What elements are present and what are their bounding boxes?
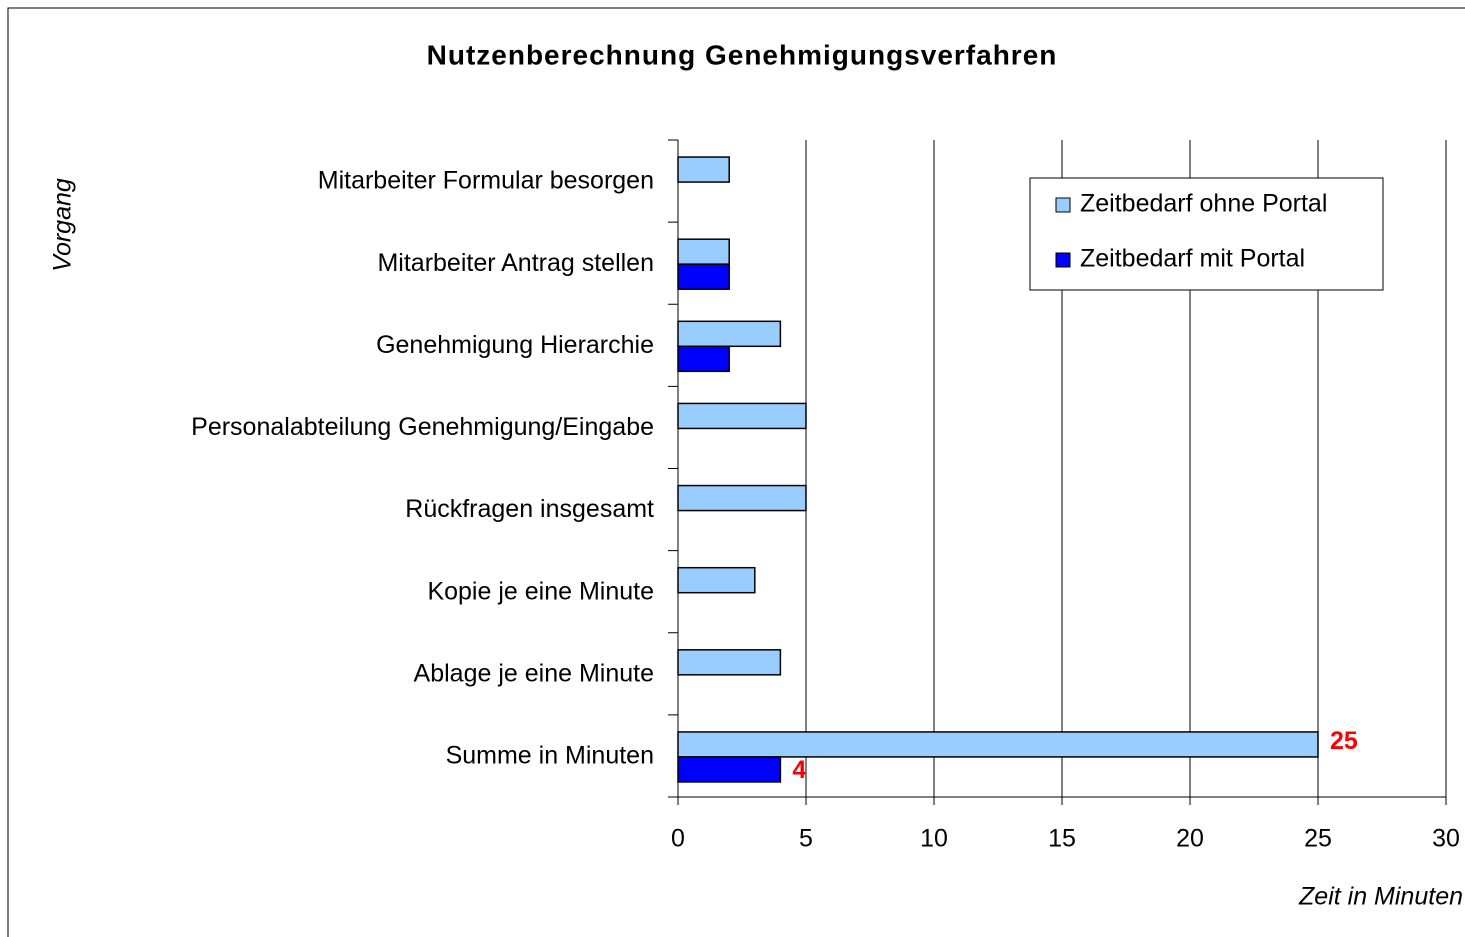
x-axis-label: Zeit in Minuten <box>1298 883 1463 911</box>
y-tick-label: Summe in Minuten <box>446 742 654 770</box>
bar <box>677 484 807 512</box>
y-tick-label: Personalabteilung Genehmigung/Eingabe <box>191 413 654 441</box>
legend-swatch <box>1055 252 1071 268</box>
bar <box>677 566 756 594</box>
data-label: 4 <box>792 756 806 784</box>
legend-box <box>1029 177 1384 291</box>
x-tick-label: 10 <box>920 825 948 853</box>
bar <box>677 402 807 430</box>
y-tick-label: Kopie je eine Minute <box>427 577 654 605</box>
legend-label: Zeitbedarf mit Portal <box>1080 245 1305 273</box>
y-tick-label: Rückfragen insgesamt <box>405 495 654 523</box>
bar <box>677 263 730 290</box>
x-tick-label: 25 <box>1304 825 1332 853</box>
y-tick-label: Mitarbeiter Antrag stellen <box>377 249 654 277</box>
y-axis-label: Vorgang <box>49 178 77 272</box>
y-tick-label: Genehmigung Hierarchie <box>376 331 654 359</box>
bar <box>677 756 782 783</box>
legend-label: Zeitbedarf ohne Portal <box>1080 190 1327 218</box>
bar <box>677 649 782 676</box>
x-tick-label: 0 <box>671 825 685 853</box>
y-tick-label: Mitarbeiter Formular besorgen <box>318 167 654 195</box>
bar <box>677 156 730 183</box>
chart-title: Nutzenberechnung Genehmigungsverfahren <box>427 39 1058 70</box>
data-label: 25 <box>1330 727 1358 755</box>
frame <box>7 7 1465 937</box>
legend-swatch <box>1055 197 1071 213</box>
legend: Zeitbedarf ohne Portal Zeitbedarf mit Por… <box>1029 177 1384 291</box>
bar <box>677 320 782 348</box>
x-tick-label: 15 <box>1048 825 1076 853</box>
y-tick-label: Ablage je eine Minute <box>414 659 654 687</box>
x-tick-label: 5 <box>799 825 813 853</box>
bar <box>677 731 1319 758</box>
x-tick-label: 30 <box>1432 825 1460 853</box>
bar <box>677 345 730 373</box>
x-tick-label: 20 <box>1176 825 1204 853</box>
bar <box>677 238 730 265</box>
